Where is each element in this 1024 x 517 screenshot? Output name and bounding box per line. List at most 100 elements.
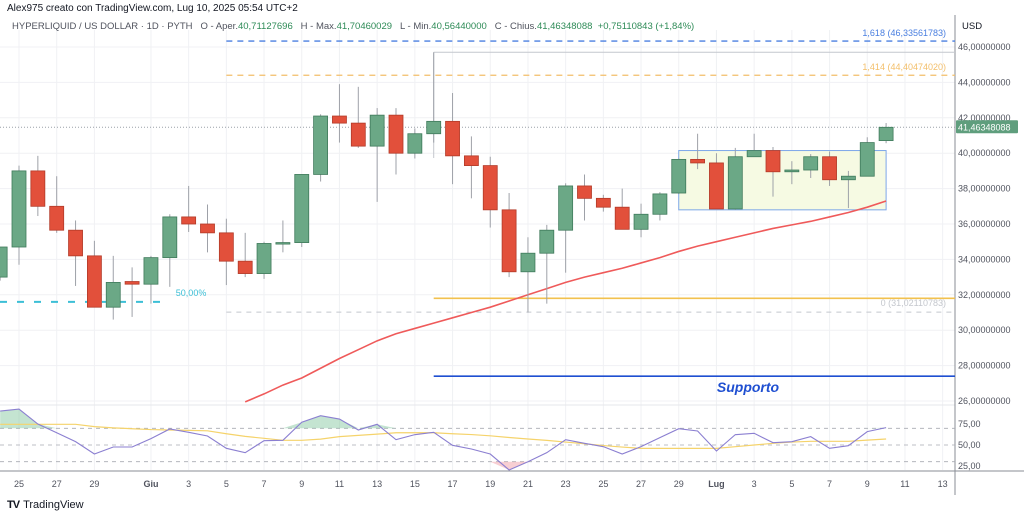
price-axis-tick: 42,00000000 — [958, 113, 1011, 123]
candle-body-up — [803, 156, 819, 171]
candle-body-up — [841, 175, 856, 181]
time-axis-tick: 5 — [224, 479, 229, 489]
candle — [124, 267, 140, 317]
rsi-line — [0, 408, 887, 471]
symbol-title[interactable]: HYPERLIQUID / US DOLLAR · 1D · PYTH — [12, 21, 193, 32]
rsi-overbought-fill — [0, 409, 20, 429]
candle-body-down — [690, 158, 705, 164]
candle-body-up — [0, 246, 8, 278]
change-value: +0,75110843 (+1,84%) — [597, 21, 695, 32]
candle-body-up — [256, 243, 272, 274]
tradingview-logo-icon: TV — [7, 499, 20, 511]
time-axis-tick: Giu — [143, 479, 158, 489]
candle-body-up — [784, 169, 800, 173]
candle-body-down — [709, 162, 724, 210]
candle-body-up — [162, 216, 178, 259]
low-value: 40,56440000 — [431, 21, 487, 32]
candle — [0, 246, 8, 281]
price-axis-tick: 26,00000000 — [958, 396, 1011, 406]
candle — [162, 214, 178, 287]
candle-body-down — [463, 155, 479, 166]
close-value: 41,46348088 — [536, 21, 593, 32]
time-axis-tick: 3 — [752, 479, 757, 489]
time-axis-tick: 29 — [89, 479, 99, 489]
time-axis-tick: 9 — [299, 479, 304, 489]
time-axis-tick: 3 — [186, 479, 191, 489]
candle-body-down — [614, 206, 630, 230]
symbol-legend: HYPERLIQUID / US DOLLAR · 1D · PYTH O - … — [12, 21, 694, 32]
candle-body-up — [727, 156, 743, 210]
candle — [30, 155, 46, 217]
candle-body-down — [765, 150, 781, 173]
price-axis-tick: 38,00000000 — [958, 184, 1011, 194]
support-label: Supporto — [717, 379, 780, 395]
price-axis-tick: 30,00000000 — [958, 325, 1011, 335]
price-axis-tick: 44,00000000 — [958, 77, 1011, 87]
candle — [11, 165, 27, 265]
candle — [143, 255, 159, 304]
candle-body-down — [181, 216, 197, 225]
candle — [727, 147, 743, 210]
time-axis-tick: 29 — [674, 479, 684, 489]
candle-body-down — [501, 209, 517, 273]
candle-body-up — [143, 257, 159, 285]
candle — [445, 93, 460, 185]
rsi-ma-line — [0, 423, 887, 449]
open-value: 40,71127696 — [237, 21, 293, 32]
time-axis-tick: 5 — [789, 479, 794, 489]
candle — [426, 52, 442, 143]
candle-body-down — [445, 120, 460, 157]
candle — [332, 84, 347, 143]
time-axis-tick: 15 — [410, 479, 420, 489]
candle-body-down — [87, 255, 102, 308]
low-label: L - Min. — [399, 21, 432, 32]
tradingview-branding[interactable]: TV TradingView — [7, 499, 84, 511]
candle — [68, 220, 83, 286]
candle — [822, 151, 837, 186]
rsi-overbought-fill — [320, 415, 340, 429]
candle — [350, 86, 366, 148]
candle-body-down — [124, 281, 140, 285]
fib-1414-label: 1,414 (44,40474020) — [862, 62, 946, 72]
candle-body-up — [407, 133, 423, 154]
candle-body-up — [652, 193, 668, 215]
time-axis-tick: 25 — [598, 479, 608, 489]
time-axis-tick: 11 — [335, 479, 344, 489]
candle-body-up — [520, 252, 536, 273]
candle — [841, 170, 856, 209]
moving-average-line — [244, 200, 887, 403]
candle — [859, 137, 875, 177]
rsi-overbought-fill — [301, 415, 321, 429]
time-axis-tick: 27 — [636, 479, 646, 489]
open-label: O - Aper. — [200, 21, 238, 32]
price-axis-tick: 28,00000000 — [958, 361, 1011, 371]
rsi-axis-tick: 25,00 — [958, 461, 981, 471]
last-price-badge — [956, 120, 1018, 134]
candle-body-down — [237, 260, 253, 274]
candle — [595, 194, 611, 212]
candle — [652, 192, 668, 221]
price-axis-tick: 40,00000000 — [958, 148, 1011, 158]
time-axis-tick: 11 — [900, 479, 909, 489]
high-value: 41,70460029 — [336, 21, 393, 32]
candle — [671, 158, 687, 194]
rsi-overbought-fill — [19, 409, 38, 429]
fib-50-label: 50,00% — [176, 288, 207, 298]
time-axis-tick: 13 — [372, 479, 382, 489]
price-axis-tick: 32,00000000 — [958, 290, 1011, 300]
candle-body-up — [426, 120, 442, 135]
candle — [577, 174, 592, 221]
candle — [690, 133, 705, 170]
candle — [614, 188, 630, 230]
candle-body-down — [577, 185, 592, 199]
candle — [237, 232, 253, 278]
time-axis-tick: 7 — [262, 479, 267, 489]
candle-body-up — [11, 170, 27, 248]
candle-body-down — [332, 115, 347, 124]
candle — [49, 176, 65, 233]
last-price-label: 41,46348088 — [958, 122, 1011, 132]
candle-body-down — [388, 114, 404, 154]
time-axis-tick: 25 — [14, 479, 24, 489]
candle — [520, 237, 536, 313]
